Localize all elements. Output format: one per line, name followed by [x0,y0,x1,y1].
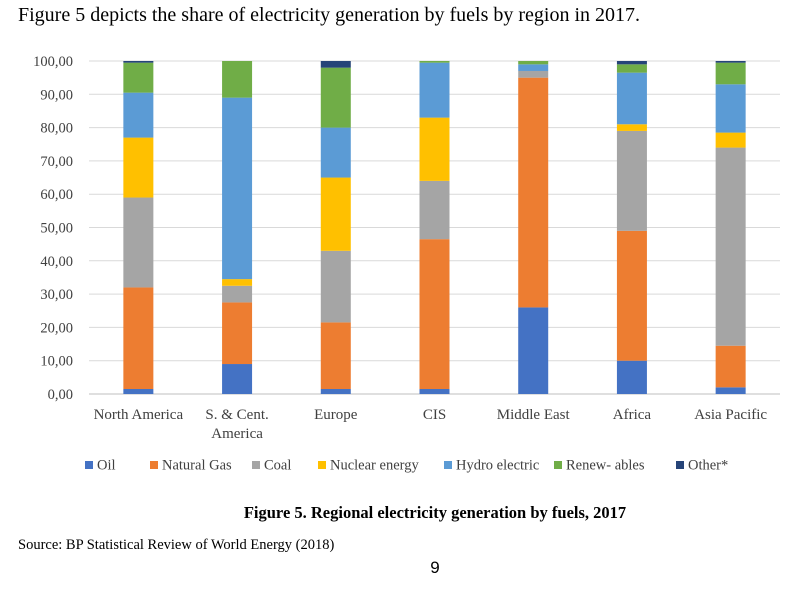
y-tick-label: 70,00 [40,154,73,170]
bar-segment-coal [123,197,154,288]
legend-label: Other* [688,458,728,474]
legend-swatch [444,461,452,469]
bar-segment-other [123,61,154,63]
bar-segment-hydro-electric [518,64,549,71]
x-tick-label: S. & Cent. [205,407,268,423]
bar-segment-hydro-electric [320,127,351,178]
x-tick-label: Europe [314,407,358,423]
x-tick-label: Africa [613,407,652,423]
y-tick-label: 20,00 [40,320,73,336]
bar-segment-coal [320,250,351,323]
bar-segment-hydro-electric [222,97,253,280]
y-tick-label: 0,00 [48,387,73,403]
x-tick-label: North America [94,407,184,423]
bar-segment-renew-ables [715,62,746,85]
bar-segment-natural-gas [518,77,549,308]
y-tick-label: 60,00 [40,187,73,203]
bar-segment-other [320,61,351,68]
bar-segment-renew-ables [419,61,450,63]
x-tick-label: Middle East [497,407,571,423]
bar-segment-nuclear-energy [320,177,351,251]
y-tick-label: 30,00 [40,287,73,303]
bar-segment-oil [123,389,154,394]
bar-segment-natural-gas [715,345,746,388]
bar-segment-oil [715,387,746,394]
legend-label: Natural Gas [162,458,232,474]
bar-segment-oil [518,307,549,394]
bar-segment-coal [518,70,549,78]
legend-swatch [318,461,326,469]
bar-segment-oil [616,360,647,394]
bar-segment-hydro-electric [715,84,746,133]
bar-segment-nuclear-energy [715,132,746,148]
bars [123,61,746,394]
y-tick-label: 90,00 [40,87,73,103]
bar-segment-coal [715,147,746,346]
bar-segment-nuclear-energy [222,279,253,286]
bar-segment-other [616,61,647,65]
bar-segment-renew-ables [616,64,647,73]
y-tick-label: 100,00 [33,54,73,70]
legend-swatch [554,461,562,469]
x-tick-label: CIS [423,407,446,423]
legend-swatch [85,461,93,469]
legend-swatch [252,461,260,469]
legend: Oil Natural Gas Coal Nuclear energy Hydro el… [85,458,728,474]
x-tick-label: America [211,426,263,442]
y-tick-label: 40,00 [40,254,73,270]
bar-segment-oil [222,364,253,394]
y-tick-label: 50,00 [40,221,73,237]
bar-segment-renew-ables [123,62,154,93]
bar-segment-other [715,61,746,63]
bar-segment-natural-gas [616,230,647,361]
page-number: 9 [430,558,440,577]
intro-text: Figure 5 depicts the share of electricit… [18,4,641,26]
source-note: Source: BP Statistical Review of World E… [18,537,335,553]
bar-segment-renew-ables [320,67,351,128]
y-tick-label: 10,00 [40,354,73,370]
legend-label: Hydro electric [456,458,539,474]
legend-label: Oil [97,458,116,474]
bar-segment-coal [419,180,450,240]
bar-segment-natural-gas [419,239,450,390]
bar-segment-natural-gas [222,302,253,365]
legend-label: Nuclear energy [330,458,419,474]
bar-segment-hydro-electric [419,62,450,118]
bar-segment-coal [616,130,647,231]
bar-segment-hydro-electric [616,72,647,125]
y-axis-tick-labels: 0,00 10,00 20,00 30,00 40,00 50,00 60,00 70,00 8… [33,54,73,403]
figure-caption: Figure 5. Regional electricity generatio… [243,503,627,522]
bar-segment-renew-ables [518,61,549,65]
legend-swatch [676,461,684,469]
legend-swatch [150,461,158,469]
legend-label: Coal [264,458,291,474]
bar-segment-nuclear-energy [123,137,154,198]
bar-segment-natural-gas [123,287,154,390]
bar-segment-coal [222,285,253,303]
bar-segment-natural-gas [320,322,351,390]
bar-segment-hydro-electric [123,92,154,138]
bar-segment-nuclear-energy [419,117,450,181]
x-tick-label: Asia Pacific [694,407,767,423]
bar-segment-nuclear-energy [616,124,647,131]
y-tick-label: 80,00 [40,121,73,137]
bar-segment-oil [419,389,450,394]
stacked-bar-chart: 0,00 10,00 20,00 30,00 40,00 50,00 60,00 70,00 8… [33,54,780,474]
bar-segment-oil [320,389,351,394]
x-axis-tick-labels: North America S. & Cent. America Europe CIS M… [94,407,768,442]
bar-segment-renew-ables [222,61,253,98]
legend-label: Renew- ables [566,458,645,474]
